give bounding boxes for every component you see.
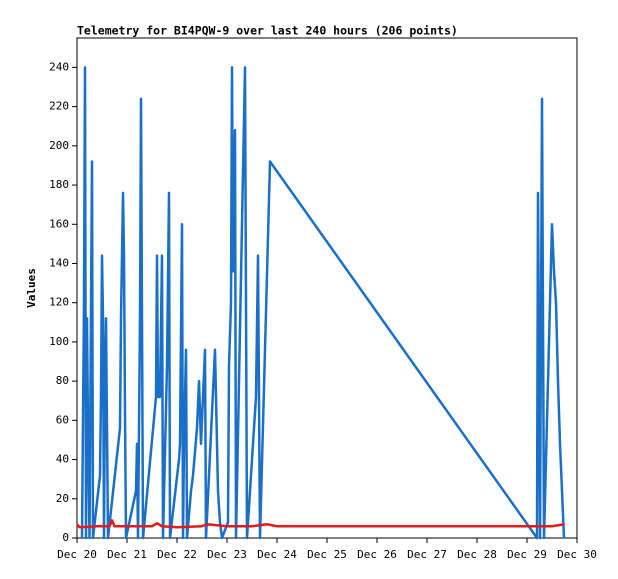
y-tick-label: 60 (56, 413, 69, 426)
x-tick-label: Dec 28 (457, 548, 497, 561)
x-tick-label: Dec 29 (507, 548, 547, 561)
chart-title: Telemetry for BI4PQW-9 over last 240 hou… (77, 24, 458, 38)
y-tick-label: 140 (49, 256, 69, 269)
y-tick-label: 220 (49, 100, 69, 113)
y-tick-label: 180 (49, 178, 69, 191)
y-tick-label: 20 (56, 492, 69, 505)
series-line (76, 519, 565, 529)
y-tick-label: 100 (49, 335, 69, 348)
x-tick-label: Dec 23 (207, 548, 247, 561)
x-tick-label: Dec 21 (107, 548, 147, 561)
y-tick-label: 160 (49, 217, 69, 230)
x-tick-label: Dec 26 (357, 548, 397, 561)
x-tick-label: Dec 25 (307, 548, 347, 561)
y-tick-label: 200 (49, 139, 69, 152)
x-tick-label: Dec 27 (407, 548, 447, 561)
x-tick-label: Dec 24 (257, 548, 297, 561)
y-tick-label: 0 (62, 531, 69, 544)
y-tick-label: 40 (56, 453, 69, 466)
y-axis-label: Values (25, 268, 38, 308)
y-tick-label: 80 (56, 374, 69, 387)
series-line (80, 66, 566, 540)
y-tick-label: 240 (49, 60, 69, 73)
x-tick-label: Dec 20 (57, 548, 97, 561)
x-tick-label: Dec 30 (557, 548, 597, 561)
y-tick-label: 120 (49, 296, 69, 309)
x-tick-label: Dec 22 (157, 548, 197, 561)
